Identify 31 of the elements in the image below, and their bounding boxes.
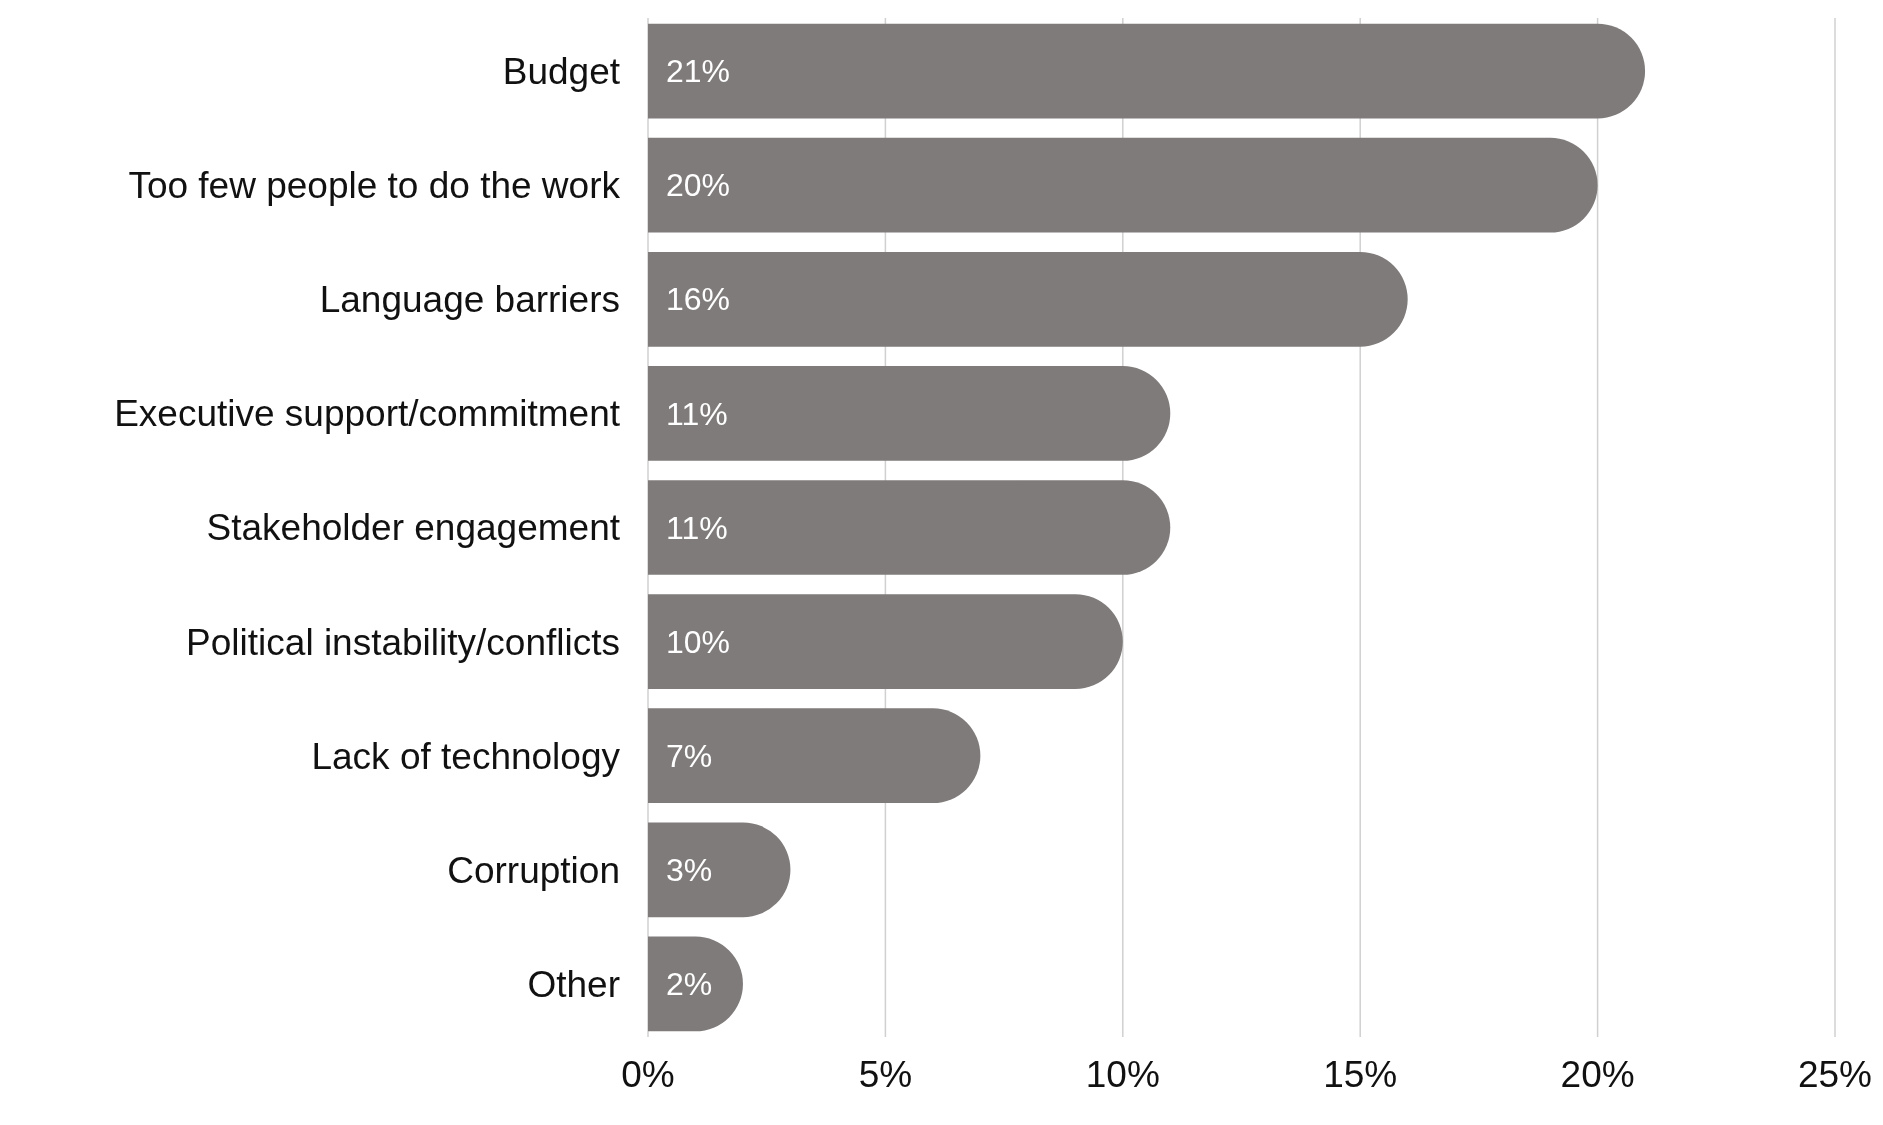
x-tick-label: 10% [1085, 1054, 1160, 1095]
data-label: 3% [666, 852, 713, 889]
bar [648, 23, 1646, 119]
data-label: 2% [666, 966, 713, 1003]
y-tick-label: Executive support/commitment [114, 393, 621, 435]
x-tick-label: 5% [858, 1054, 913, 1095]
y-tick-label: Budget [502, 51, 621, 93]
bar [648, 251, 1408, 347]
y-tick-label: Political instability/conflicts [186, 621, 620, 663]
y-tick-label: Lack of technology [311, 735, 621, 777]
data-label: 20% [666, 167, 731, 204]
y-tick-label: Too few people to do the work [128, 165, 621, 207]
data-label: 11% [666, 395, 728, 432]
data-label: 21% [666, 53, 731, 90]
y-tick-label: Stakeholder engagement [206, 507, 621, 549]
x-tick-label: 25% [1797, 1054, 1873, 1095]
bar [648, 137, 1598, 233]
x-tick-label: 20% [1560, 1054, 1635, 1095]
x-tick-label: 15% [1323, 1054, 1398, 1095]
y-tick-label: Other [527, 963, 620, 1005]
x-tick-label: 0% [621, 1054, 675, 1095]
data-label: 11% [666, 509, 728, 546]
y-tick-label: Corruption [447, 849, 620, 891]
data-label: 16% [666, 281, 731, 318]
bar [648, 366, 1171, 461]
bar [648, 594, 1123, 689]
y-tick-label: Language barriers [319, 279, 620, 321]
bar [648, 480, 1171, 575]
bar [648, 708, 981, 804]
data-label: 7% [666, 737, 713, 774]
data-label: 10% [666, 623, 731, 660]
